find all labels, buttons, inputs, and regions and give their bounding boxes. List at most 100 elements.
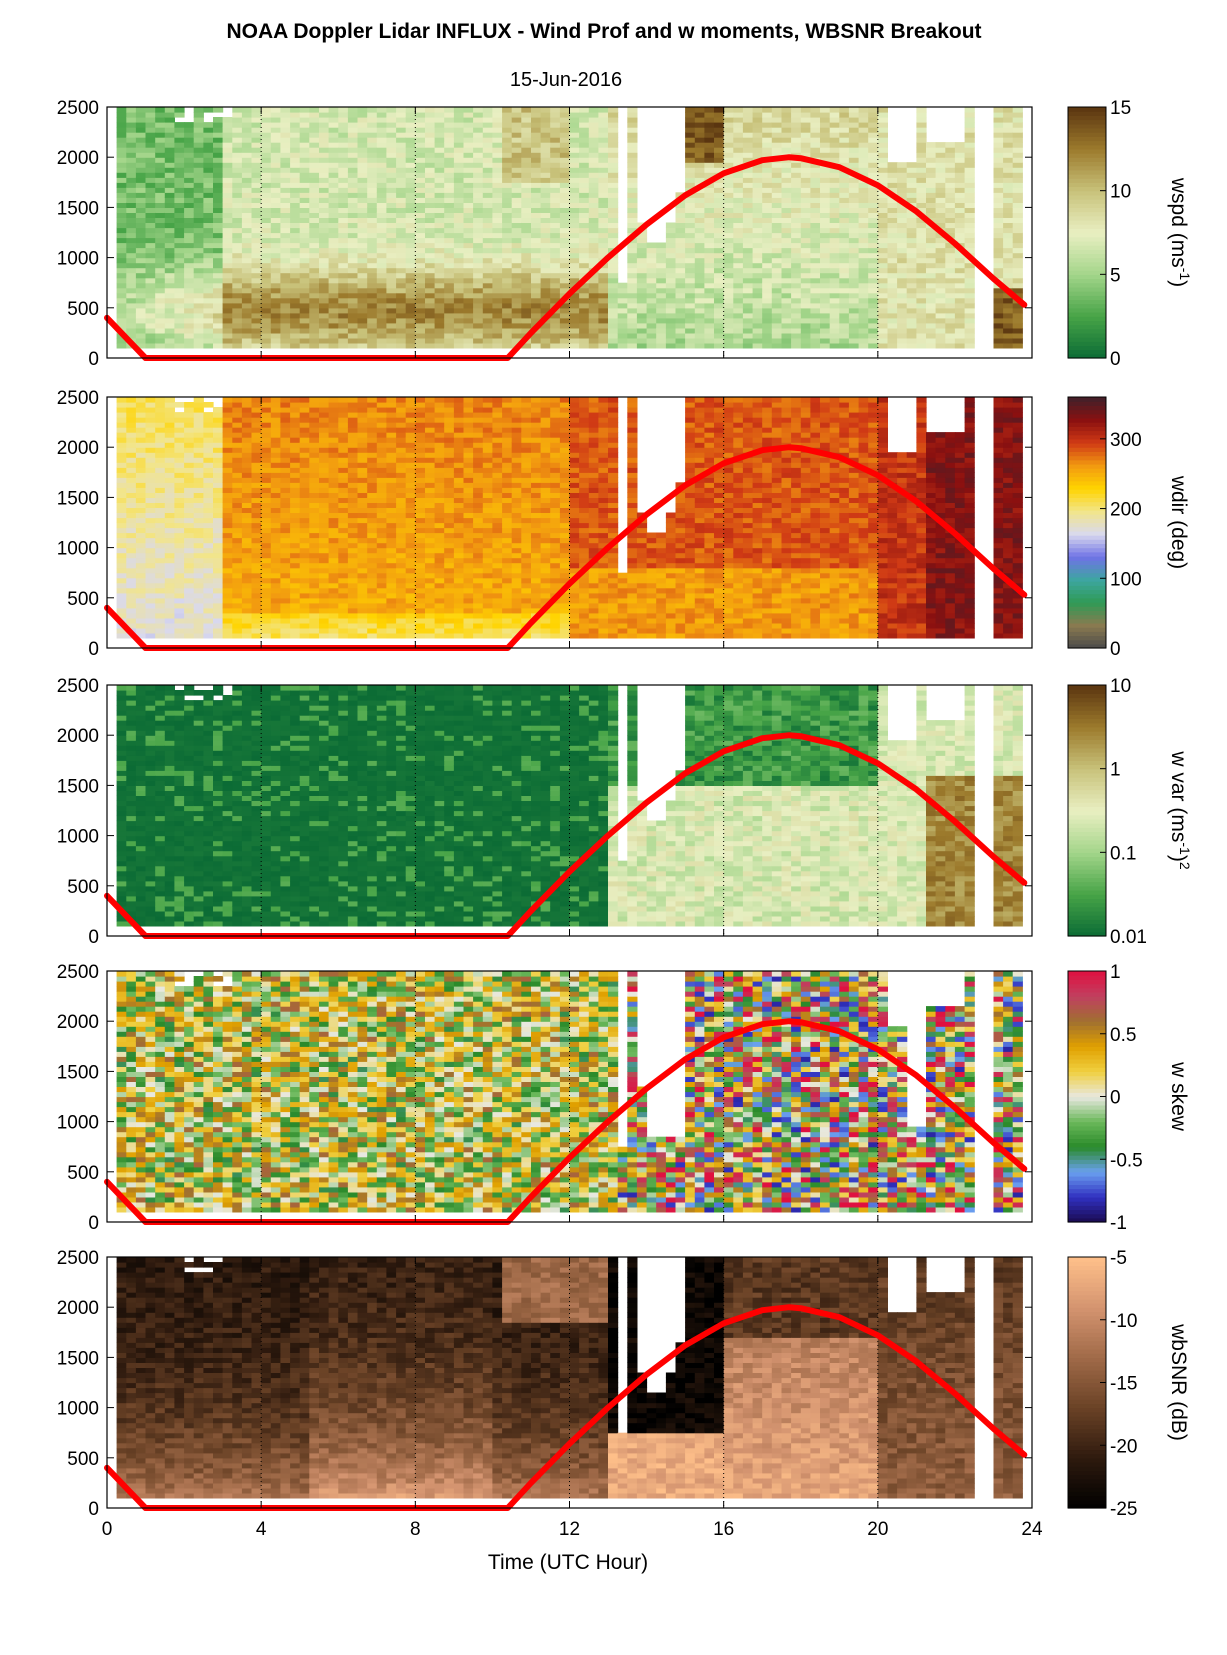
heatmap-cell [241, 177, 253, 183]
heatmap-cell [261, 177, 272, 183]
heatmap-cell [762, 177, 773, 183]
heatmap-cell [463, 232, 474, 239]
heatmap-cell [415, 112, 426, 118]
heatmap-cell [714, 342, 725, 349]
heatmap-cell [357, 217, 368, 223]
heatmap-cell [685, 262, 696, 269]
heatmap-cell [367, 297, 378, 304]
heatmap-cell [733, 157, 744, 163]
heatmap-cell [164, 137, 175, 143]
heatmap-cell [444, 272, 455, 279]
heatmap-cell [858, 267, 869, 274]
heatmap-cell [444, 307, 455, 314]
heatmap-cell [531, 252, 542, 259]
y-tick-label: 1500 [57, 198, 99, 219]
heatmap-cell [155, 482, 166, 488]
heatmap-cell [800, 232, 811, 239]
heatmap-cell [868, 267, 879, 274]
heatmap-cell [270, 132, 281, 138]
heatmap-cell [704, 147, 715, 153]
heatmap-cell [203, 467, 214, 473]
heatmap-cell [309, 197, 320, 203]
heatmap-cell [1003, 262, 1014, 269]
heatmap-cell [685, 127, 696, 133]
heatmap-cell [396, 302, 407, 309]
heatmap-cell [328, 232, 339, 239]
heatmap-cell [569, 247, 580, 254]
heatmap-cell [791, 187, 802, 193]
heatmap-cell [203, 412, 214, 418]
heatmap-cell [569, 252, 580, 259]
heatmap-cell [521, 302, 532, 309]
heatmap-cell [116, 547, 127, 554]
heatmap-cell [126, 532, 137, 539]
heatmap-cell [588, 312, 599, 319]
heatmap-cell [897, 187, 908, 193]
heatmap-cell [434, 312, 445, 319]
heatmap-cell [164, 587, 175, 594]
heatmap-cell [877, 142, 888, 148]
heatmap-cell [193, 482, 204, 488]
heatmap-cell [126, 247, 137, 254]
heatmap-cell [386, 177, 397, 183]
heatmap-cell [193, 502, 204, 508]
heatmap-cell [270, 302, 281, 309]
heatmap-cell [800, 317, 811, 324]
heatmap-cell [232, 317, 243, 324]
heatmap-cell [733, 312, 744, 319]
heatmap-cell [742, 267, 754, 274]
heatmap-cell [858, 317, 869, 324]
colorbar-segment [1068, 178, 1106, 183]
heatmap-cell [309, 187, 320, 193]
heatmap-cell [810, 137, 821, 143]
heatmap-cell [444, 187, 455, 193]
heatmap-cell [771, 237, 782, 244]
colorbar-segment [1068, 303, 1106, 309]
heatmap-cell [492, 267, 503, 274]
heatmap-cell [502, 227, 513, 234]
heatmap-cell [482, 207, 493, 213]
heatmap-cell [964, 192, 975, 198]
heatmap-cell [193, 532, 204, 539]
heatmap-cell [540, 152, 551, 158]
heatmap-cell [241, 282, 253, 289]
heatmap-cell [800, 287, 811, 294]
heatmap-cell [405, 257, 416, 264]
heatmap-cell [232, 402, 243, 408]
heatmap-cell [164, 237, 175, 244]
heatmap-cell [299, 237, 310, 244]
heatmap-cell [559, 217, 571, 223]
heatmap-cell [135, 182, 147, 188]
heatmap-cell [415, 312, 426, 319]
heatmap-cell [829, 217, 840, 223]
heatmap-cell [569, 142, 580, 148]
heatmap-cell [415, 127, 426, 133]
heatmap-cell [502, 267, 513, 274]
colorbar-segment [1068, 199, 1106, 204]
heatmap-cell [319, 192, 330, 198]
heatmap-cell [492, 227, 503, 234]
heatmap-cell [723, 247, 734, 254]
heatmap-cell [241, 482, 253, 488]
heatmap-cell [222, 132, 233, 138]
heatmap-cell [405, 157, 416, 163]
heatmap-cell [482, 107, 493, 113]
heatmap-cell [444, 137, 455, 143]
heatmap-cell [656, 327, 667, 334]
heatmap-cell [338, 177, 349, 183]
heatmap-cell [752, 287, 763, 294]
heatmap-cell [473, 292, 484, 299]
heatmap-cell [290, 122, 301, 128]
heatmap-cell [184, 327, 195, 334]
heatmap-cell [694, 262, 705, 269]
heatmap-cell [521, 197, 532, 203]
heatmap-cell [328, 112, 339, 118]
heatmap-cell [887, 182, 898, 188]
heatmap-cell [155, 602, 166, 609]
heatmap-cell [280, 242, 291, 249]
heatmap-cell [126, 472, 137, 478]
heatmap-cell [964, 197, 975, 203]
heatmap-cell [742, 287, 754, 294]
heatmap-cell [897, 307, 908, 314]
heatmap-cell [299, 207, 310, 213]
